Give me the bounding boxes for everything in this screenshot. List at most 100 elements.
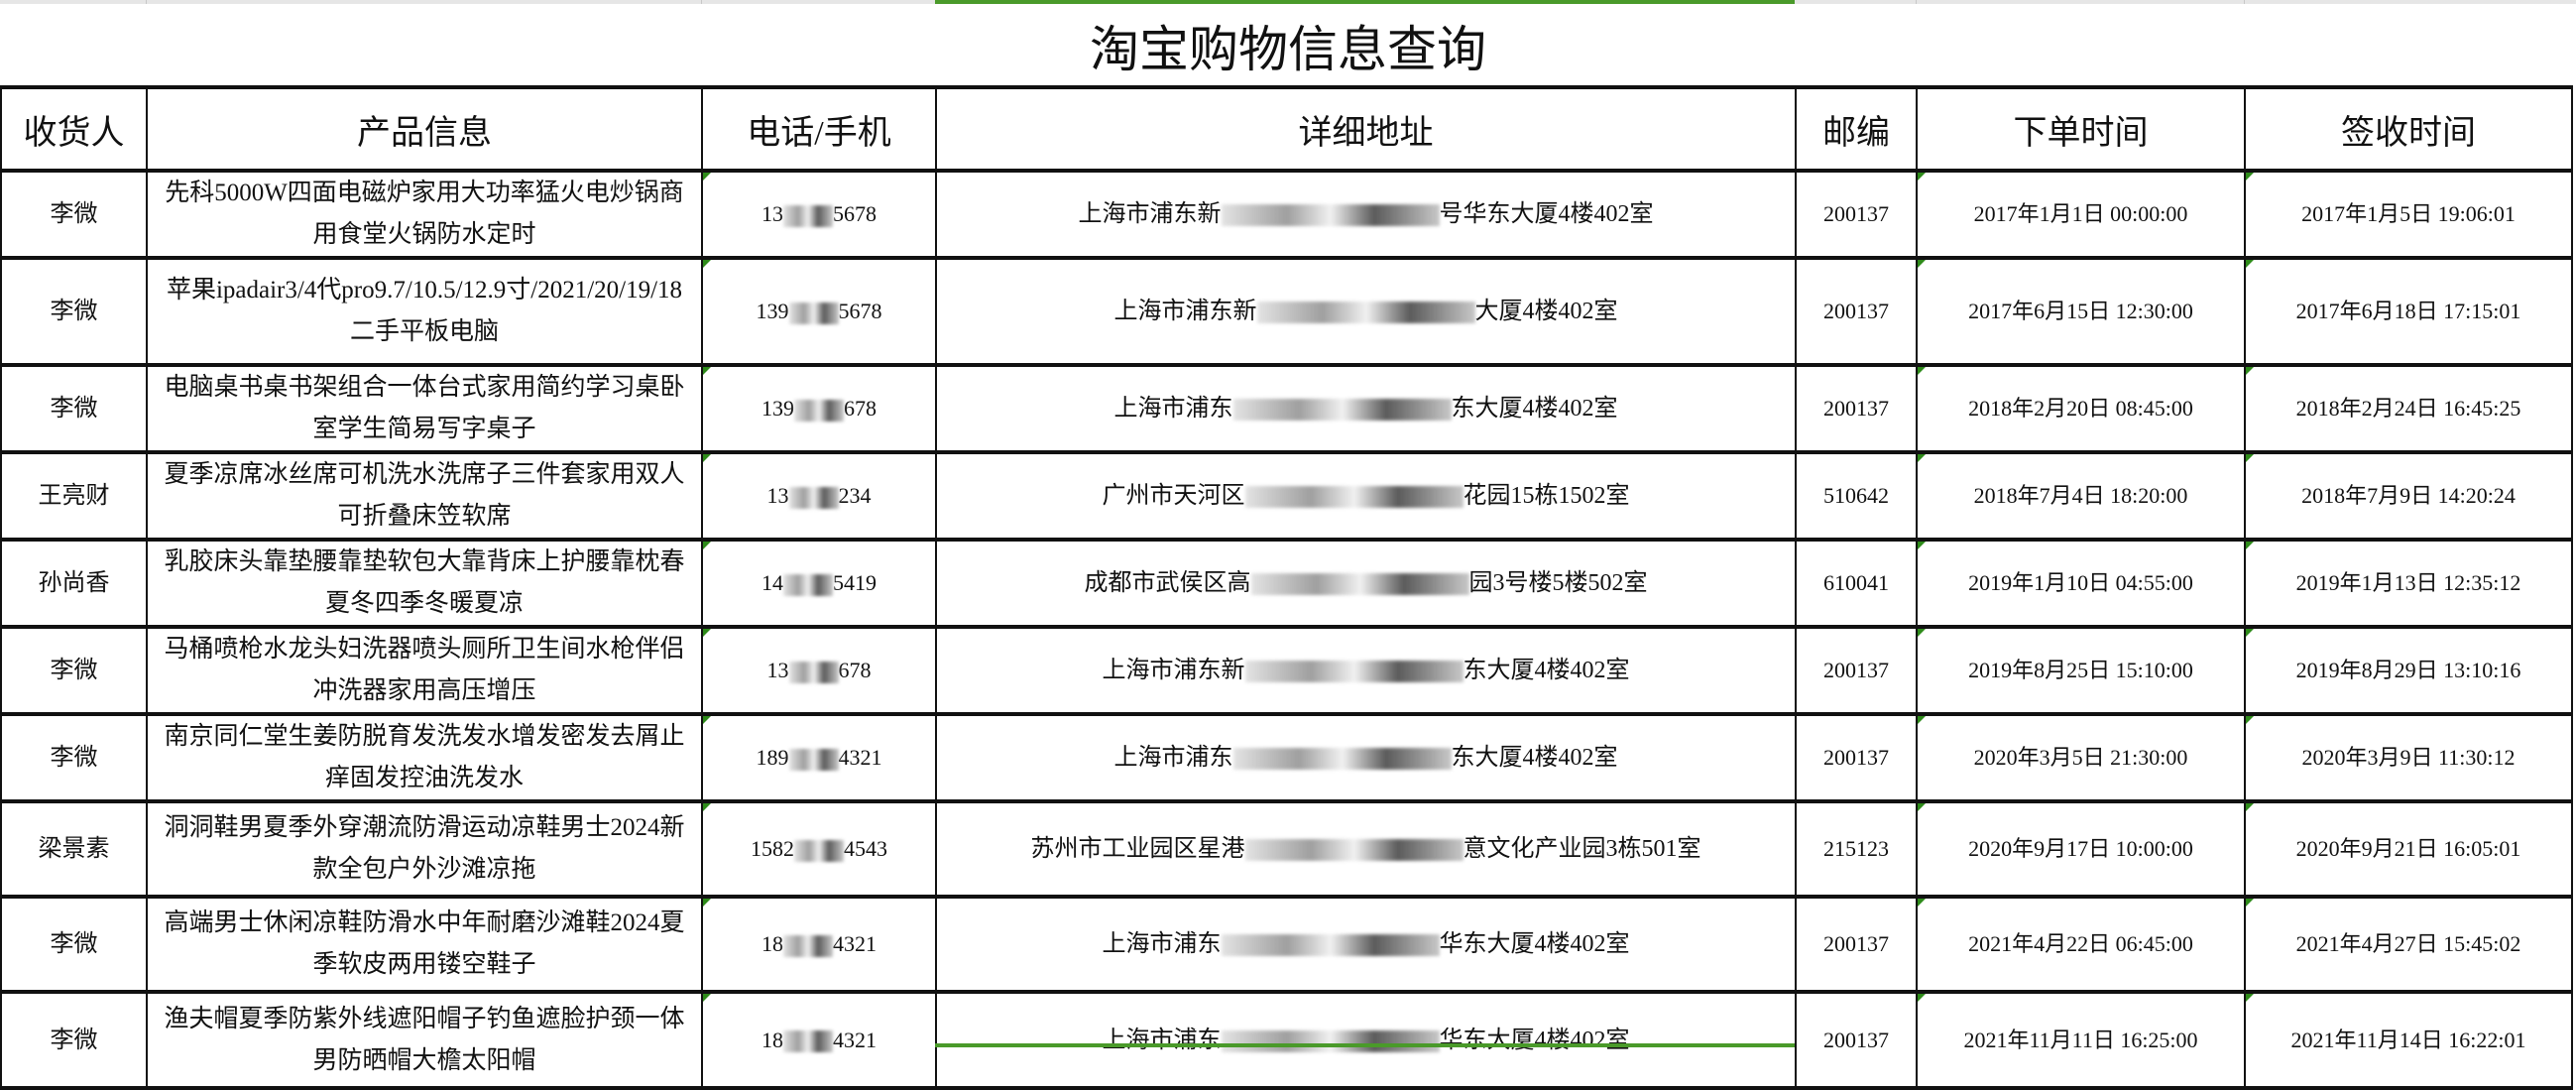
- zip-cell[interactable]: 200137: [1795, 713, 1918, 802]
- recipient-cell[interactable]: 孙尚香: [0, 539, 148, 628]
- header-sign-time[interactable]: 签收时间: [2244, 86, 2573, 172]
- sign-time-cell[interactable]: 2021年11月14日 16:22:01: [2244, 991, 2573, 1089]
- order-time-cell[interactable]: 2018年7月4日 18:20:00: [1916, 451, 2246, 541]
- address-cell[interactable]: 上海市浦东 东大厦4楼402室: [935, 713, 1797, 802]
- recipient-cell[interactable]: 梁景素: [0, 800, 148, 898]
- address-cell[interactable]: 上海市浦东新 号华东大厦4楼402室: [935, 170, 1797, 259]
- order-time-cell[interactable]: 2018年2月20日 08:45:00: [1916, 364, 2246, 453]
- zip-cell[interactable]: 200137: [1795, 364, 1918, 453]
- sheet-title[interactable]: 淘宝购物信息查询: [1090, 21, 1486, 77]
- sign-time-cell[interactable]: 2020年9月21日 16:05:01: [2244, 800, 2573, 898]
- column-header-strip: [0, 0, 2576, 4]
- address-end: 东大厦4楼402室: [1463, 658, 1630, 683]
- sign-time-cell[interactable]: 2018年7月9日 14:20:24: [2244, 451, 2573, 541]
- zip-cell[interactable]: 200137: [1795, 896, 1918, 993]
- product-cell[interactable]: 夏季凉席冰丝席可机洗水洗席子三件套家用双人可折叠床笠软席: [146, 451, 703, 541]
- header-zip[interactable]: 邮编: [1795, 86, 1918, 172]
- product-cell[interactable]: 马桶喷枪水龙头妇洗器喷头厕所卫生间水枪伴侣冲洗器家用高压增压: [146, 626, 703, 715]
- sign-time-cell[interactable]: 2017年6月18日 17:15:01: [2244, 257, 2573, 366]
- phone-cell[interactable]: 18 4321: [701, 991, 937, 1089]
- order-time-cell[interactable]: 2021年4月22日 06:45:00: [1916, 896, 2246, 993]
- product-cell[interactable]: 电脑桌书桌书架组合一体台式家用简约学习桌卧室学生简易写字桌子: [146, 364, 703, 453]
- address-cell[interactable]: 成都市武侯区高 园3号楼5楼502室: [935, 539, 1797, 628]
- address-start: 上海市浦东新: [1078, 201, 1222, 227]
- zip-cell[interactable]: 200137: [1795, 257, 1918, 366]
- phone-cell[interactable]: 13 5678: [701, 170, 937, 259]
- order-time-cell[interactable]: 2017年6月15日 12:30:00: [1916, 257, 2246, 366]
- sign-time-cell[interactable]: 2019年8月29日 13:10:16: [2244, 626, 2573, 715]
- table-row: 孙尚香 乳胶床头靠垫腰靠垫软包大靠背床上护腰靠枕春夏冬四季冬暖夏凉 14 5419 成都…: [0, 539, 2573, 628]
- phone-cell[interactable]: 139 5678: [701, 257, 937, 366]
- product-cell[interactable]: 苹果ipadair3/4代pro9.7/10.5/12.9寸/2021/20/1…: [146, 257, 703, 366]
- zip-cell[interactable]: 200137: [1795, 170, 1918, 259]
- sign-time-cell[interactable]: 2019年1月13日 12:35:12: [2244, 539, 2573, 628]
- address-start: 上海市浦东: [1113, 396, 1233, 422]
- header-address[interactable]: 详细地址: [935, 86, 1797, 172]
- sign-time-cell[interactable]: 2017年1月5日 19:06:01: [2244, 170, 2573, 259]
- recipient-cell[interactable]: 李微: [0, 713, 148, 802]
- redaction-blur: [788, 302, 839, 324]
- address-cell[interactable]: 广州市天河区 花园15栋1502室: [935, 451, 1797, 541]
- order-time-cell[interactable]: 2021年11月11日 16:25:00: [1916, 991, 2246, 1089]
- sign-time-cell[interactable]: 2021年4月27日 15:45:02: [2244, 896, 2573, 993]
- recipient-cell[interactable]: 李微: [0, 991, 148, 1089]
- address-cell[interactable]: 上海市浦东 东大厦4楼402室: [935, 364, 1797, 453]
- zip-cell[interactable]: 510642: [1795, 451, 1918, 541]
- recipient-cell[interactable]: 李微: [0, 896, 148, 993]
- address-start: 上海市浦东新: [1102, 658, 1245, 683]
- recipient-cell[interactable]: 王亮财: [0, 451, 148, 541]
- order-time-cell[interactable]: 2020年9月17日 10:00:00: [1916, 800, 2246, 898]
- phone-cell[interactable]: 13 234: [701, 451, 937, 541]
- header-recipient[interactable]: 收货人: [0, 86, 148, 172]
- phone-end: 4321: [833, 1027, 877, 1052]
- phone-cell[interactable]: 139 678: [701, 364, 937, 453]
- phone-cell[interactable]: 18 4321: [701, 896, 937, 993]
- phone-end: 5678: [833, 201, 877, 226]
- address-start: 上海市浦东: [1113, 745, 1233, 771]
- phone-start: 18: [761, 931, 783, 956]
- phone-start: 13: [766, 658, 789, 682]
- recipient-cell[interactable]: 李微: [0, 364, 148, 453]
- recipient-cell[interactable]: 李微: [0, 626, 148, 715]
- address-start: 成都市武侯区高: [1084, 570, 1251, 596]
- recipient-cell[interactable]: 李微: [0, 170, 148, 259]
- order-time-cell[interactable]: 2019年8月25日 15:10:00: [1916, 626, 2246, 715]
- product-cell[interactable]: 乳胶床头靠垫腰靠垫软包大靠背床上护腰靠枕春夏冬四季冬暖夏凉: [146, 539, 703, 628]
- order-time-cell[interactable]: 2020年3月5日 21:30:00: [1916, 713, 2246, 802]
- redaction-blur: [794, 839, 844, 862]
- zip-cell[interactable]: 215123: [1795, 800, 1918, 898]
- phone-cell[interactable]: 14 5419: [701, 539, 937, 628]
- table-row: 李微 渔夫帽夏季防紫外线遮阳帽子钓鱼遮脸护颈一体男防晒帽大檐太阳帽 18 4321 上海…: [0, 991, 2573, 1089]
- address-cell[interactable]: 上海市浦东 华东大厦4楼402室: [935, 896, 1797, 993]
- order-time-cell[interactable]: 2019年1月10日 04:55:00: [1916, 539, 2246, 628]
- order-time-cell[interactable]: 2017年1月1日 00:00:00: [1916, 170, 2246, 259]
- product-cell[interactable]: 南京同仁堂生姜防脱育发洗发水增发密发去屑止痒固发控油洗发水: [146, 713, 703, 802]
- phone-start: 1582: [751, 836, 794, 861]
- phone-cell[interactable]: 13 678: [701, 626, 937, 715]
- header-phone[interactable]: 电话/手机: [701, 86, 937, 172]
- address-start: 广州市天河区: [1102, 483, 1245, 509]
- sign-time-cell[interactable]: 2020年3月9日 11:30:12: [2244, 713, 2573, 802]
- redaction-blur: [1244, 839, 1464, 862]
- zip-cell[interactable]: 610041: [1795, 539, 1918, 628]
- orders-table: 收货人 产品信息 电话/手机 详细地址 邮编 下单时间 签收时间 李微 先科500…: [0, 85, 2573, 1090]
- address-end: 意文化产业园3栋501室: [1463, 836, 1701, 862]
- phone-cell[interactable]: 1582 4543: [701, 800, 937, 898]
- header-product[interactable]: 产品信息: [146, 86, 703, 172]
- zip-cell[interactable]: 200137: [1795, 626, 1918, 715]
- product-cell[interactable]: 先科5000W四面电磁炉家用大功率猛火电炒锅商用食堂火锅防水定时: [146, 170, 703, 259]
- sign-time-cell[interactable]: 2018年2月24日 16:45:25: [2244, 364, 2573, 453]
- product-cell[interactable]: 高端男士休闲凉鞋防滑水中年耐磨沙滩鞋2024夏季软皮两用镂空鞋子: [146, 896, 703, 993]
- address-cell[interactable]: 上海市浦东新 东大厦4楼402室: [935, 626, 1797, 715]
- address-cell[interactable]: 上海市浦东 华东大厦4楼402室: [935, 991, 1797, 1089]
- recipient-cell[interactable]: 李微: [0, 257, 148, 366]
- address-cell[interactable]: 上海市浦东新 大厦4楼402室: [935, 257, 1797, 366]
- table-row: 李微 先科5000W四面电磁炉家用大功率猛火电炒锅商用食堂火锅防水定时 13 5678…: [0, 170, 2573, 259]
- product-cell[interactable]: 渔夫帽夏季防紫外线遮阳帽子钓鱼遮脸护颈一体男防晒帽大檐太阳帽: [146, 991, 703, 1089]
- zip-cell[interactable]: 200137: [1795, 991, 1918, 1089]
- selected-cell-border: [935, 1043, 1795, 1047]
- header-order-time[interactable]: 下单时间: [1916, 86, 2246, 172]
- phone-cell[interactable]: 189 4321: [701, 713, 937, 802]
- product-cell[interactable]: 洞洞鞋男夏季外穿潮流防滑运动凉鞋男士2024新款全包户外沙滩凉拖: [146, 800, 703, 898]
- address-cell[interactable]: 苏州市工业园区星港 意文化产业园3栋501室: [935, 800, 1797, 898]
